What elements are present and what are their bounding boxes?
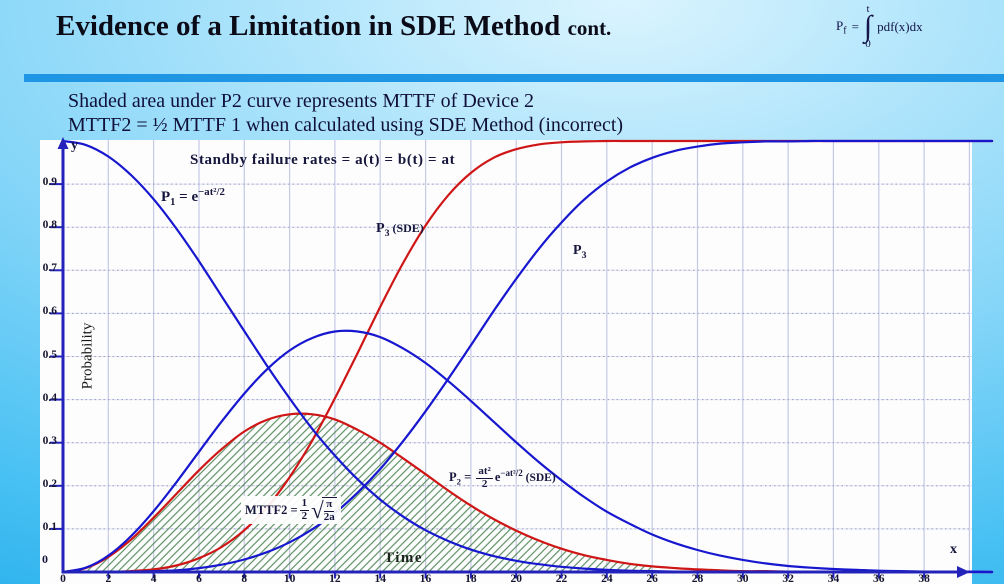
x-axis-letter: x [950, 542, 957, 557]
x-tick-label: 8 [241, 573, 248, 584]
x-tick-label: 14 [374, 573, 386, 584]
pf-lhs: Pf [836, 17, 847, 37]
x-tick-label: 30 [737, 573, 749, 584]
chart-title: Standby failure rates = a(t) = b(t) = at [190, 152, 456, 168]
page-title-text: Evidence of a Limitation in SDE Method [56, 10, 561, 42]
sqrt-sign: √ [311, 497, 324, 523]
y-tick-label: 0.7 [42, 262, 57, 275]
y-tick-label: 0.2 [42, 477, 57, 490]
x-axis-arrow [957, 566, 970, 578]
y-tick-label: 0.1 [42, 520, 57, 533]
x-axis-label: Time [384, 550, 424, 566]
y-tick-label: 0.3 [42, 434, 57, 447]
x-tick-label: 16 [419, 573, 432, 584]
y-tick-label: 0.8 [42, 219, 57, 232]
chart-svg [50, 137, 994, 579]
pf-integral-formula: Pf = t ∫ 0 pdf(x)dx [836, 4, 923, 50]
x-tick-label: 18 [465, 573, 477, 584]
x-tick-label: 2 [105, 573, 112, 584]
origin-label: 0 [42, 552, 48, 566]
y-tick-label: 0.4 [42, 391, 57, 404]
probability-chart: Standby failure rates = a(t) = b(t) = at… [40, 137, 994, 584]
y-tick-label: 0.5 [42, 348, 57, 361]
x-tick-label: 12 [329, 573, 341, 584]
pf-equals: = [851, 19, 859, 34]
mttf2-formula-label: MTTF2 = 1 2 √ π 2a [241, 496, 341, 525]
x-tick-label: 26 [646, 573, 658, 584]
curve-label-p3: P3 [573, 243, 587, 261]
x-tick-label: 28 [691, 573, 704, 584]
p2-fraction: at² 2 [476, 465, 493, 490]
page-title: Evidence of a Limitation in SDE Method c… [56, 10, 611, 43]
curve-P2 [61, 329, 994, 574]
curve-label-p3-sde: P3 (SDE) [376, 221, 424, 239]
divider-bar [24, 74, 1004, 82]
x-tick-label: 6 [196, 573, 202, 584]
sqrt-radicand: π 2a [321, 497, 337, 523]
x-tick-label: 10 [283, 573, 296, 584]
x-tick-label: 0 [60, 573, 66, 584]
x-tick-label: 36 [873, 573, 885, 584]
curve-P3 [61, 139, 994, 574]
y-tick-label: 0.9 [42, 176, 57, 189]
y-axis-label: Probability [79, 322, 96, 390]
x-tick-label: 4 [150, 573, 157, 584]
curve-label-p2-sde: P2 = at² 2 e−at²/2 (SDE) [449, 465, 556, 490]
pf-integrand: pdf(x)dx [877, 19, 923, 34]
x-tick-label: 22 [555, 573, 568, 584]
y-tick-label: 0.6 [42, 305, 57, 318]
page-title-suffix: cont. [567, 16, 612, 40]
x-tick-label: 32 [782, 573, 794, 584]
y-axis-letter: y [71, 138, 78, 153]
x-tick-label: 20 [510, 573, 522, 584]
y-axis-arrow [57, 137, 69, 149]
subtitle-line2: MTTF2 = ½ MTTF 1 when calculated using S… [68, 113, 624, 136]
subtitle: Shaded area under P2 curve represents MT… [68, 90, 623, 137]
subtitle-line1: Shaded area under P2 curve represents MT… [68, 90, 534, 112]
x-tick-label: 34 [827, 573, 840, 584]
integral-sign: t ∫ 0 [863, 3, 873, 50]
curve-label-p1: P1 = e−at²/2 [161, 186, 225, 208]
x-tick-label: 38 [918, 573, 930, 584]
x-tick-label: 24 [601, 573, 613, 584]
